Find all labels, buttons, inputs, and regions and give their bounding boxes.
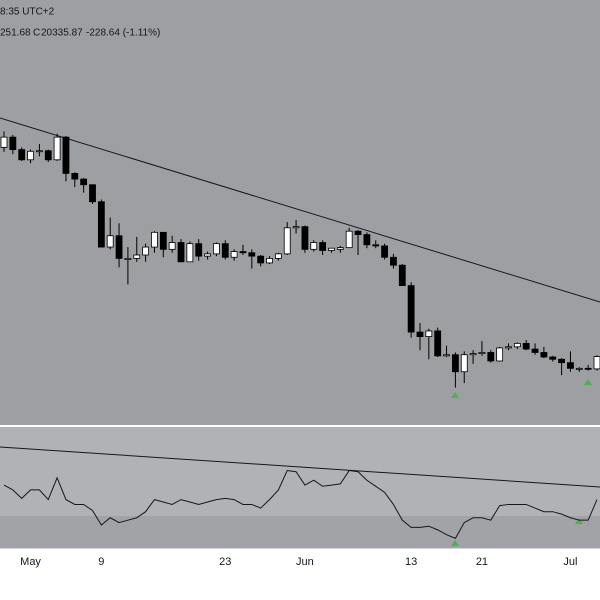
candle-body — [487, 352, 495, 362]
x-tick-label: 23 — [219, 556, 231, 568]
candle-body — [460, 354, 468, 373]
candle-body — [283, 227, 291, 255]
rsi-oversold-band — [0, 516, 600, 548]
candle-body — [115, 235, 123, 259]
candle-body — [142, 246, 150, 256]
candle-body — [106, 235, 114, 248]
candle-body — [496, 347, 504, 362]
signal-marker — [451, 540, 459, 546]
pane-divider — [0, 425, 600, 427]
candle-body — [177, 242, 185, 263]
candle-body — [407, 285, 415, 333]
candle-body — [186, 243, 194, 263]
candle-body — [71, 172, 79, 180]
legend-change: -228.64 (-1.11%) — [86, 28, 160, 39]
candle-body — [239, 251, 247, 254]
candle-body — [44, 150, 52, 161]
price-pane — [0, 0, 600, 425]
candle-body — [390, 256, 397, 266]
candle-body — [575, 367, 583, 370]
candle-body — [567, 362, 574, 369]
candle-body — [505, 346, 512, 349]
candle-body — [363, 234, 371, 246]
candle-body — [266, 257, 273, 264]
candle-body — [27, 150, 34, 161]
candle-body — [531, 348, 539, 353]
candle-body — [319, 242, 327, 251]
candle-body — [372, 244, 380, 247]
candle-body — [62, 136, 70, 174]
candle-body — [53, 136, 61, 161]
candle-body — [97, 201, 105, 248]
candle-body — [469, 353, 477, 356]
candle-body — [159, 231, 167, 250]
candle-body — [398, 264, 406, 287]
candle-body — [416, 331, 424, 338]
candle-body — [36, 150, 43, 153]
candle-body — [584, 367, 592, 370]
signal-marker — [575, 518, 583, 524]
candle-body — [124, 257, 132, 260]
candle-body — [434, 330, 442, 357]
candle-body — [89, 184, 96, 203]
candle-body — [248, 252, 256, 257]
candle-body — [549, 356, 557, 360]
candle-body — [9, 136, 17, 150]
x-tick-label: Jun — [296, 556, 314, 568]
candle-body — [478, 352, 486, 355]
legend-close: 20335.87 — [41, 28, 83, 39]
candle-body — [151, 231, 158, 248]
legend-time: 8:35 UTC+2 — [0, 7, 55, 18]
candle-body — [221, 243, 229, 258]
x-tick-label: Jul — [563, 556, 577, 568]
trend-line — [0, 117, 600, 303]
x-tick-label: 21 — [476, 556, 488, 568]
candle-body — [540, 352, 548, 358]
candle-body — [292, 226, 300, 229]
legend-low: 251.68 — [0, 28, 31, 39]
candle-body — [301, 226, 309, 250]
rsi-line — [3, 470, 598, 539]
candle-body — [0, 136, 8, 148]
candle-body — [593, 356, 600, 370]
candle-body — [168, 242, 176, 250]
candle-body — [195, 243, 203, 257]
candle-body — [558, 358, 565, 364]
rsi-trend-line — [0, 446, 600, 488]
candle-body — [213, 243, 220, 255]
candle-body — [345, 230, 353, 249]
candle-body — [274, 253, 282, 259]
candle-body — [513, 342, 521, 348]
signal-marker — [584, 379, 592, 385]
candle-body — [133, 254, 141, 259]
x-tick-label: 13 — [405, 556, 417, 568]
candle-body — [522, 342, 530, 350]
candle-body — [310, 242, 318, 250]
signal-marker — [451, 392, 459, 398]
x-tick-label: May — [20, 556, 41, 568]
legend-close-label: C — [33, 28, 40, 39]
candle-body — [230, 251, 238, 258]
candle-body — [381, 245, 388, 258]
candle-body — [18, 149, 26, 161]
candle-body — [425, 330, 433, 337]
candle-body — [443, 354, 450, 357]
candle-body — [451, 354, 459, 373]
candle-body — [336, 247, 344, 250]
candle-body — [204, 253, 211, 257]
candle-body — [80, 178, 88, 186]
x-tick-label: 9 — [98, 556, 104, 568]
candle-body — [354, 230, 362, 235]
candle-body — [328, 247, 335, 251]
candle-body — [257, 255, 265, 264]
